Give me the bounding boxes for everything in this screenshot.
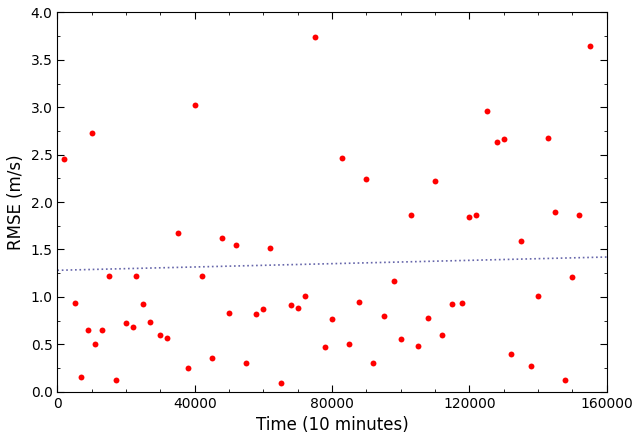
Point xyxy=(104,273,114,280)
Point xyxy=(436,331,447,338)
Point xyxy=(182,364,193,371)
Point xyxy=(86,129,97,136)
Point xyxy=(423,314,433,321)
Point xyxy=(162,334,172,341)
Point xyxy=(258,306,268,313)
Point xyxy=(97,326,107,333)
Point xyxy=(413,343,423,350)
Point xyxy=(550,208,560,215)
Point xyxy=(543,134,554,141)
Point xyxy=(275,380,285,387)
Point xyxy=(526,363,536,370)
Point xyxy=(196,273,207,280)
Point xyxy=(499,135,509,142)
Point xyxy=(207,355,217,362)
Point xyxy=(492,139,502,146)
Point xyxy=(310,34,320,41)
Point xyxy=(292,305,303,312)
Point xyxy=(241,360,252,367)
Point xyxy=(584,42,595,49)
Point xyxy=(471,212,481,219)
Point xyxy=(265,244,275,251)
Point xyxy=(217,235,227,242)
Point xyxy=(458,300,468,307)
Point xyxy=(128,324,138,331)
Point xyxy=(516,237,526,244)
Point xyxy=(567,273,577,280)
Point xyxy=(224,310,234,317)
Point xyxy=(121,320,131,327)
Point xyxy=(533,292,543,299)
Point xyxy=(90,341,100,348)
Point xyxy=(231,241,241,248)
Point xyxy=(344,341,355,348)
Point xyxy=(388,277,399,284)
Point xyxy=(361,176,371,183)
X-axis label: Time (10 minutes): Time (10 minutes) xyxy=(255,416,408,434)
Point xyxy=(355,298,365,305)
Point xyxy=(506,350,516,357)
Point xyxy=(481,108,492,115)
Point xyxy=(83,326,93,333)
Point xyxy=(156,331,166,338)
Point xyxy=(252,310,262,318)
Point xyxy=(464,214,474,221)
Point xyxy=(430,178,440,185)
Point xyxy=(300,292,310,299)
Point xyxy=(378,312,388,319)
Point xyxy=(447,301,458,308)
Point xyxy=(76,374,86,381)
Y-axis label: RMSE (m/s): RMSE (m/s) xyxy=(7,154,25,250)
Point xyxy=(69,300,79,307)
Point xyxy=(327,315,337,322)
Point xyxy=(145,319,155,326)
Point xyxy=(59,156,69,163)
Point xyxy=(406,212,416,219)
Point xyxy=(111,377,121,384)
Point xyxy=(172,230,182,237)
Point xyxy=(320,344,330,351)
Point xyxy=(131,273,141,280)
Point xyxy=(189,102,200,109)
Point xyxy=(368,360,378,367)
Point xyxy=(574,212,584,219)
Point xyxy=(396,336,406,343)
Point xyxy=(285,302,296,309)
Point xyxy=(138,301,148,308)
Point xyxy=(337,155,348,162)
Point xyxy=(561,377,571,384)
